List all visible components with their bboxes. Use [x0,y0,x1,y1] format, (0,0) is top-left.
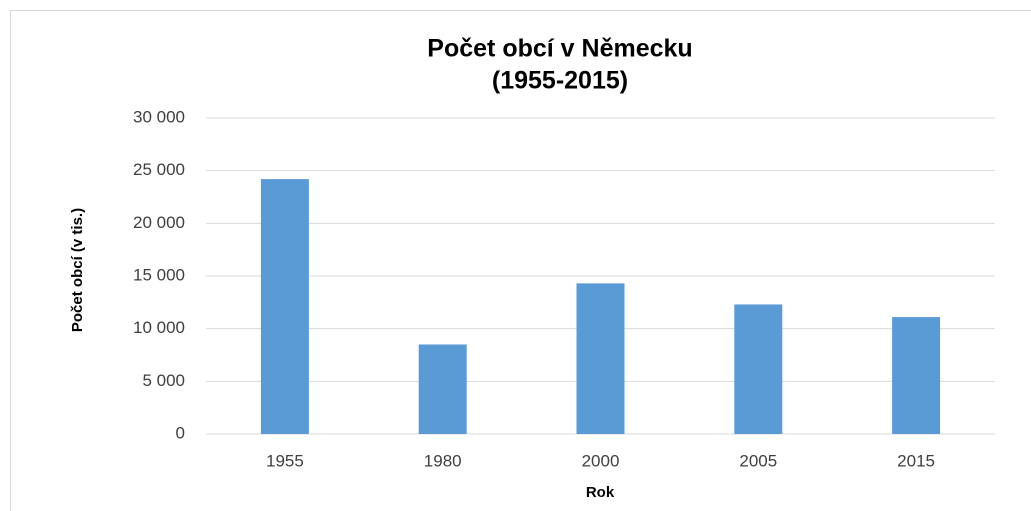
bar [260,179,309,434]
x-axis-title: Rok [586,484,615,501]
chart-title: (1955-2015) [492,67,628,95]
x-tick-label: 2005 [739,451,777,470]
y-tick-label: 10 000 [133,318,185,337]
x-tick-label: 1980 [424,451,462,470]
x-tick-label: 1955 [266,451,304,470]
chart-border [10,10,1031,511]
y-tick-label: 5 000 [142,371,185,390]
chart-title: Počet obcí v Německu [427,35,692,63]
y-tick-label: 20 000 [133,213,185,232]
x-tick-label: 2015 [897,451,935,470]
bar [734,304,783,434]
y-tick-label: 30 000 [133,107,185,126]
bar [892,317,941,434]
y-tick-label: 25 000 [133,160,185,179]
bar [418,344,467,434]
y-axis-title: Počet obcí (v tis.) [69,208,86,332]
bar [576,283,625,434]
x-tick-label: 2000 [582,451,620,470]
y-tick-label: 0 [176,423,185,442]
y-tick-label: 15 000 [133,265,185,284]
